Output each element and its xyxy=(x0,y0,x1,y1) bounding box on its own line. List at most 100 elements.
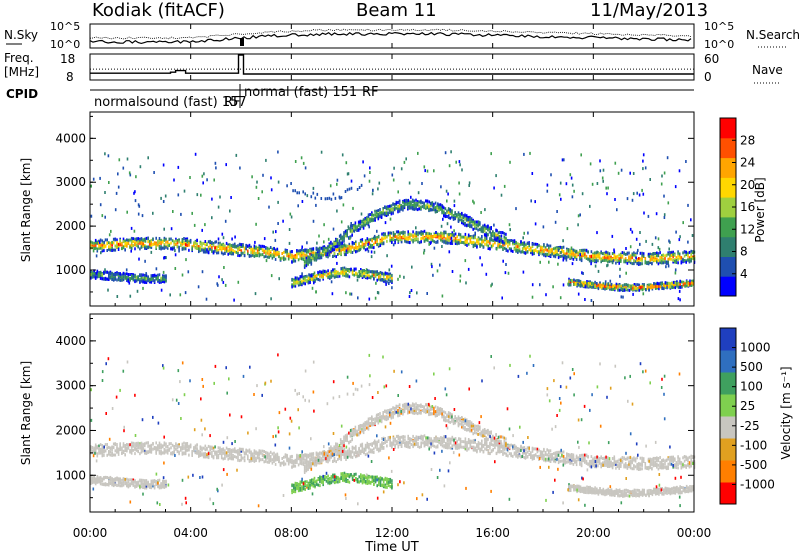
power-cell xyxy=(567,255,570,259)
velocity-cell xyxy=(234,447,236,451)
power-cell xyxy=(111,278,113,281)
power-cell xyxy=(130,226,133,230)
power-cell xyxy=(490,284,492,288)
power-cell xyxy=(663,216,666,219)
power-cell xyxy=(420,199,422,203)
power-cell xyxy=(361,238,364,242)
power-cell xyxy=(318,234,320,238)
power-cell xyxy=(139,241,141,245)
power-cell xyxy=(466,236,468,240)
velocity-cell xyxy=(94,443,97,447)
velocity-cell xyxy=(175,442,177,446)
power-cell xyxy=(654,258,656,262)
power-cell xyxy=(363,242,365,246)
power-cell xyxy=(491,282,493,286)
velocity-cell xyxy=(265,457,267,461)
velocity-cell xyxy=(124,449,126,452)
velocity-cell xyxy=(170,446,172,450)
power-cell xyxy=(410,233,413,237)
velocity-cell xyxy=(256,456,259,460)
power-cell xyxy=(403,204,406,208)
power-cell xyxy=(687,203,689,207)
power-cell xyxy=(126,157,129,161)
power-cell xyxy=(389,237,391,240)
power-cell xyxy=(523,242,526,246)
power-cell xyxy=(548,246,550,250)
power-cell xyxy=(387,275,390,279)
power-cell xyxy=(362,218,365,222)
velocity-cell xyxy=(148,444,151,448)
power-cell xyxy=(220,248,223,252)
power-cell xyxy=(594,285,596,288)
power-cell xyxy=(323,252,326,256)
power-cell xyxy=(250,247,252,251)
power-cell xyxy=(533,250,535,254)
power-cell xyxy=(568,283,570,287)
power-cell xyxy=(310,247,313,251)
power-cell xyxy=(674,281,677,285)
power-cell xyxy=(652,258,655,262)
power-cell xyxy=(437,202,439,206)
power-cell xyxy=(404,230,406,234)
power-cell xyxy=(163,274,166,278)
power-cell xyxy=(348,236,350,240)
power-cell xyxy=(691,234,694,237)
power-cell xyxy=(103,277,105,281)
power-cell xyxy=(134,280,136,284)
power-cell xyxy=(346,247,349,251)
power-cell xyxy=(263,249,265,253)
power-cell xyxy=(379,215,381,219)
power-cell xyxy=(483,228,486,232)
nsky-trace xyxy=(89,31,692,45)
power-cell xyxy=(648,286,650,290)
velocity-cell xyxy=(180,446,182,450)
power-cell xyxy=(356,247,359,251)
power-cell xyxy=(428,234,431,238)
power-cell xyxy=(411,203,414,207)
power-cell xyxy=(129,273,131,276)
power-cell xyxy=(448,241,450,245)
power-cell xyxy=(559,245,562,249)
power-cell xyxy=(426,199,429,203)
power-cell xyxy=(297,252,300,256)
velocity-cell xyxy=(139,452,141,456)
power-cell xyxy=(134,199,137,203)
power-cell xyxy=(158,237,161,240)
power-cell xyxy=(312,273,315,276)
power-cell xyxy=(530,249,532,252)
power-cell xyxy=(354,228,357,232)
power-cell xyxy=(277,222,279,225)
power-cell xyxy=(173,240,175,244)
power-cell xyxy=(672,285,675,289)
velocity-cell xyxy=(207,452,210,456)
power-cell xyxy=(657,258,660,262)
power-cell xyxy=(378,275,380,279)
power-cell xyxy=(688,258,691,262)
power-cell xyxy=(629,257,632,261)
power-cell xyxy=(413,202,416,206)
power-cell xyxy=(237,253,239,257)
power-cell xyxy=(615,285,618,289)
power-cell xyxy=(451,233,454,237)
power-cell xyxy=(260,244,262,248)
power-cell xyxy=(402,234,404,238)
power-cell xyxy=(489,241,491,245)
power-cell xyxy=(508,247,511,251)
power-cell xyxy=(160,245,162,249)
power-cell xyxy=(305,256,308,260)
power-cell xyxy=(290,215,293,219)
power-cell xyxy=(305,251,308,255)
power-cell xyxy=(315,203,317,207)
power-cell xyxy=(605,254,607,258)
power-cell xyxy=(653,282,655,286)
power-cell xyxy=(389,217,392,221)
power-cell xyxy=(692,282,695,286)
power-cell xyxy=(679,298,681,302)
velocity-cell xyxy=(266,451,269,455)
power-cell xyxy=(605,284,608,288)
power-cell xyxy=(373,273,375,277)
power-cell xyxy=(164,194,167,198)
power-cell xyxy=(464,259,467,263)
velocity-cell xyxy=(237,451,239,455)
power-cell xyxy=(198,245,200,248)
